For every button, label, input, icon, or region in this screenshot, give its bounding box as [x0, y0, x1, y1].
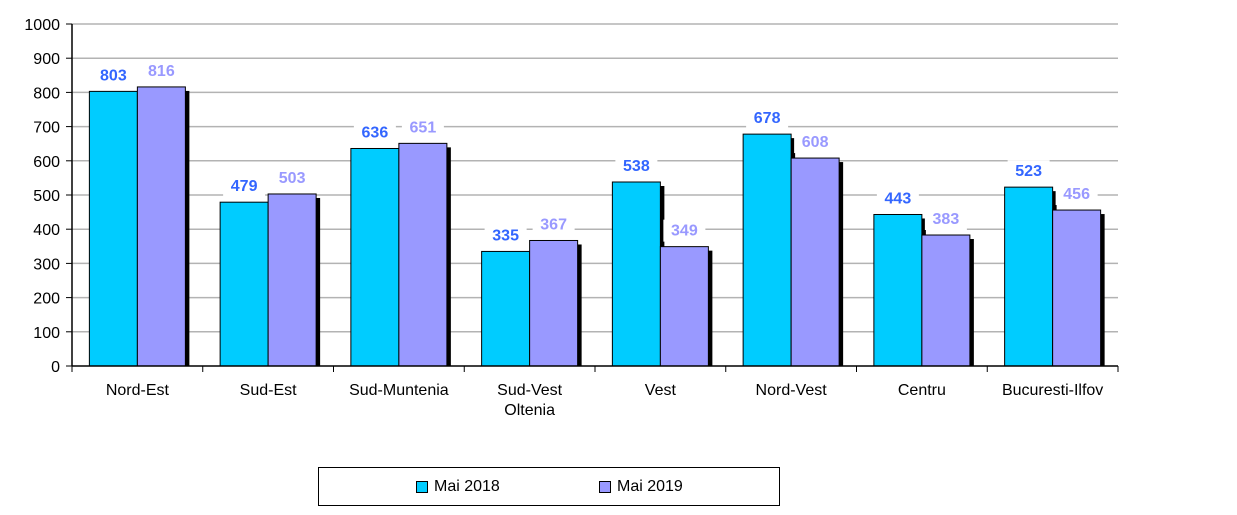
- bar-1-4: [659, 246, 709, 367]
- data-label-1-6: 383: [933, 211, 960, 228]
- data-label-0-6: 443: [885, 190, 912, 207]
- data-label-bg-1-5: [794, 131, 837, 154]
- legend-label-mai-2019: Mai 2019: [617, 478, 683, 495]
- y-tick-label-900: 900: [33, 51, 60, 68]
- data-label-1-7: 456: [1063, 186, 1090, 203]
- legend-swatch-mai-2018: [416, 481, 428, 493]
- x-category-label-0: Nord-Est: [106, 382, 170, 399]
- x-category-label-line: Bucuresti-Ilfov: [1002, 382, 1103, 399]
- x-category-label-5: Nord-Vest: [756, 382, 828, 399]
- bar-1-5: [790, 157, 840, 367]
- data-label-0-7: 523: [1015, 163, 1042, 180]
- data-label-bg-0-7: [1007, 160, 1050, 183]
- data-label-1-2: 651: [410, 119, 437, 136]
- bar-0-6: [873, 213, 923, 367]
- y-tick-label-800: 800: [33, 85, 60, 102]
- data-label-1-5: 608: [802, 134, 829, 151]
- legend-item-mai-2019: Mai 2019: [599, 478, 683, 496]
- bar-0-4: [611, 181, 661, 367]
- bar-chart: 0 100 200 300 400 500 600 700 800 900 1000 803 816 No…: [24, 17, 1119, 419]
- x-category-label-line: Sud-Vest: [497, 382, 562, 399]
- data-label-bg-0-4: [615, 155, 658, 178]
- data-label-bg-1-6: [924, 208, 967, 231]
- bar-1-0: [136, 86, 186, 367]
- bar-0-5: [742, 133, 792, 367]
- y-tick-label-1000: 1000: [24, 17, 60, 34]
- bar-1-1: [267, 193, 317, 367]
- y-tick-label-400: 400: [33, 222, 60, 239]
- bar-0-3: [481, 250, 531, 367]
- bar-0-2: [350, 147, 400, 367]
- bar-0-1: [219, 201, 269, 367]
- legend-swatch-mai-2019: [599, 481, 611, 493]
- data-label-bg-1-2: [401, 116, 444, 139]
- legend-item-mai-2018: Mai 2018: [416, 478, 500, 496]
- data-label-bg-0-5: [746, 107, 789, 130]
- legend-label-mai-2018: Mai 2018: [434, 478, 500, 495]
- y-tick-label-100: 100: [33, 325, 60, 342]
- data-label-bg-0-2: [353, 121, 396, 144]
- x-category-label-4: Vest: [645, 382, 677, 399]
- bar-1-2: [398, 142, 448, 367]
- y-tick-label-700: 700: [33, 120, 60, 137]
- data-label-bg-0-1: [223, 175, 266, 198]
- x-category-label-line: Nord-Est: [106, 382, 170, 399]
- bar-0-7: [1004, 186, 1054, 367]
- y-tick-label-300: 300: [33, 256, 60, 273]
- x-category-label-line: Nord-Vest: [756, 382, 828, 399]
- bar-1-3: [529, 239, 579, 367]
- x-category-label-line: Oltenia: [504, 402, 555, 419]
- data-label-0-1: 479: [231, 178, 258, 195]
- bar-1-7: [1052, 209, 1102, 367]
- data-label-1-1: 503: [279, 170, 306, 187]
- data-label-bg-1-4: [663, 219, 706, 242]
- x-category-label-line: Vest: [645, 382, 677, 399]
- data-label-1-4: 349: [671, 223, 698, 240]
- legend: Mai 2018 Mai 2019: [318, 467, 780, 506]
- y-tick-label-0: 0: [51, 359, 60, 376]
- data-label-bg-0-0: [92, 64, 135, 87]
- data-label-bg-1-0: [140, 59, 183, 82]
- data-label-bg-1-3: [532, 213, 575, 236]
- x-category-label-3: Sud-Vest Oltenia: [497, 382, 562, 419]
- x-category-label-2: Sud-Muntenia: [349, 382, 449, 399]
- x-category-label-line: Sud-Est: [240, 382, 297, 399]
- y-tick-label-600: 600: [33, 154, 60, 171]
- data-label-bg-1-7: [1055, 183, 1098, 206]
- x-category-label-line: Sud-Muntenia: [349, 382, 449, 399]
- data-label-1-0: 816: [148, 63, 175, 80]
- data-label-0-0: 803: [100, 67, 127, 84]
- data-label-0-2: 636: [362, 124, 389, 141]
- data-label-0-4: 538: [623, 158, 650, 175]
- data-label-bg-1-1: [271, 166, 314, 189]
- data-label-1-3: 367: [540, 216, 567, 233]
- bar-1-6: [921, 234, 971, 367]
- y-tick-label-500: 500: [33, 188, 60, 205]
- x-category-label-1: Sud-Est: [240, 382, 297, 399]
- bar-0-0: [88, 90, 138, 367]
- data-label-bg-0-6: [876, 187, 919, 210]
- x-category-label-6: Centru: [898, 382, 946, 399]
- data-label-0-3: 335: [492, 227, 519, 244]
- x-category-label-line: Centru: [898, 382, 946, 399]
- data-label-0-5: 678: [754, 110, 781, 127]
- y-tick-label-200: 200: [33, 291, 60, 308]
- data-label-bg-0-3: [484, 224, 527, 247]
- x-category-label-7: Bucuresti-Ilfov: [1002, 382, 1103, 399]
